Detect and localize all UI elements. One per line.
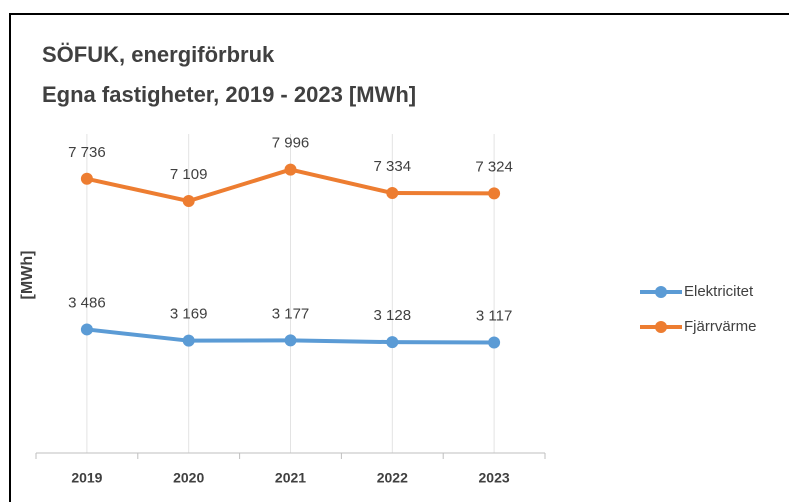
chart-subtitle: Egna fastigheter, 2019 - 2023 [MWh] [42, 82, 416, 107]
data-point [386, 187, 399, 200]
data-label: 7 334 [374, 158, 412, 175]
data-point [284, 163, 297, 176]
legend-label: Elektricitet [684, 283, 754, 300]
data-label: 3 486 [68, 294, 106, 311]
data-point [80, 172, 93, 185]
chart-title: SÖFUK, energiförbruk [42, 42, 275, 67]
legend-marker [655, 286, 667, 298]
data-point [488, 187, 501, 200]
data-point [386, 336, 399, 349]
x-tick-label: 2021 [275, 470, 306, 486]
data-point [488, 336, 501, 349]
data-point [80, 323, 93, 336]
data-point [182, 195, 195, 208]
legend-marker [655, 321, 667, 333]
data-point [182, 334, 195, 347]
data-label: 7 996 [272, 135, 310, 152]
data-label: 3 177 [272, 305, 310, 322]
legend-label: Fjärrvärme [684, 318, 757, 335]
x-tick-label: 2022 [377, 470, 408, 486]
data-label: 7 109 [170, 166, 208, 183]
x-tick-label: 2019 [71, 470, 102, 486]
frame [9, 13, 789, 502]
data-label: 7 324 [475, 158, 513, 175]
data-label: 3 169 [170, 306, 208, 323]
data-label: 3 128 [374, 307, 412, 324]
data-point [284, 334, 297, 347]
data-label: 3 117 [476, 307, 512, 324]
y-axis-label: [MWh] [19, 251, 36, 300]
data-label: 7 736 [68, 144, 106, 161]
x-tick-label: 2023 [479, 470, 510, 486]
x-tick-label: 2020 [173, 470, 204, 486]
